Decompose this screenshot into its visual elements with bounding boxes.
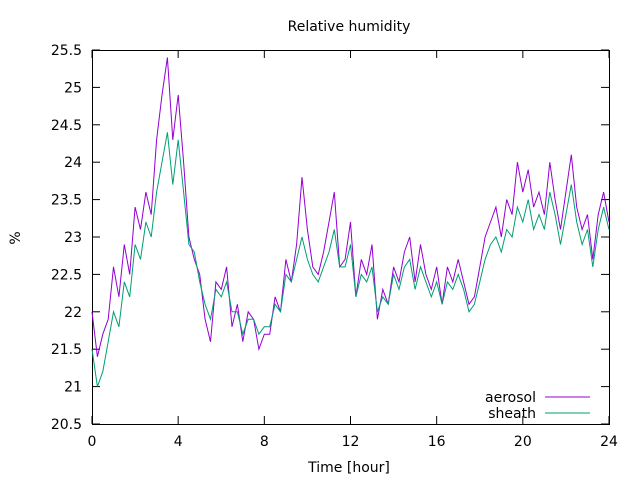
series-line-aerosol bbox=[91, 57, 610, 357]
x-tick-label: 20 bbox=[514, 434, 532, 450]
legend-label-sheath: sheath bbox=[488, 406, 536, 422]
chart-title: Relative humidity bbox=[288, 19, 411, 35]
x-tick-label: 12 bbox=[342, 434, 360, 450]
y-tick-label: 20.5 bbox=[51, 417, 82, 433]
y-tick-label: 21.5 bbox=[51, 342, 82, 358]
y-tick-label: 22 bbox=[64, 305, 82, 321]
plot-frame bbox=[92, 50, 610, 425]
x-tick-label: 4 bbox=[174, 434, 183, 450]
y-tick-label: 23 bbox=[64, 230, 82, 246]
y-tick-label: 24 bbox=[64, 155, 82, 171]
legend-label-aerosol: aerosol bbox=[485, 390, 536, 406]
x-tick-label: 24 bbox=[600, 434, 618, 450]
x-axis-label: Time [hour] bbox=[307, 460, 390, 476]
y-tick-label: 23.5 bbox=[51, 193, 82, 209]
y-axis: 20.5 21 21.5 22 22.5 23 23.5 24 24.5 25 25.5 bbox=[51, 43, 609, 433]
series-line-sheath bbox=[91, 132, 610, 387]
y-tick-label: 22.5 bbox=[51, 267, 82, 283]
y-tick-label: 24.5 bbox=[51, 118, 82, 134]
x-axis: 0 4 8 12 16 20 24 bbox=[88, 50, 618, 450]
x-tick-label: 0 bbox=[88, 434, 97, 450]
y-axis-label: % bbox=[8, 231, 24, 244]
series-layer bbox=[91, 57, 610, 387]
x-tick-label: 16 bbox=[428, 434, 446, 450]
y-tick-label: 25.5 bbox=[51, 43, 82, 59]
y-tick-label: 25 bbox=[64, 80, 82, 96]
x-tick-label: 8 bbox=[260, 434, 269, 450]
y-tick-label: 21 bbox=[64, 380, 82, 396]
